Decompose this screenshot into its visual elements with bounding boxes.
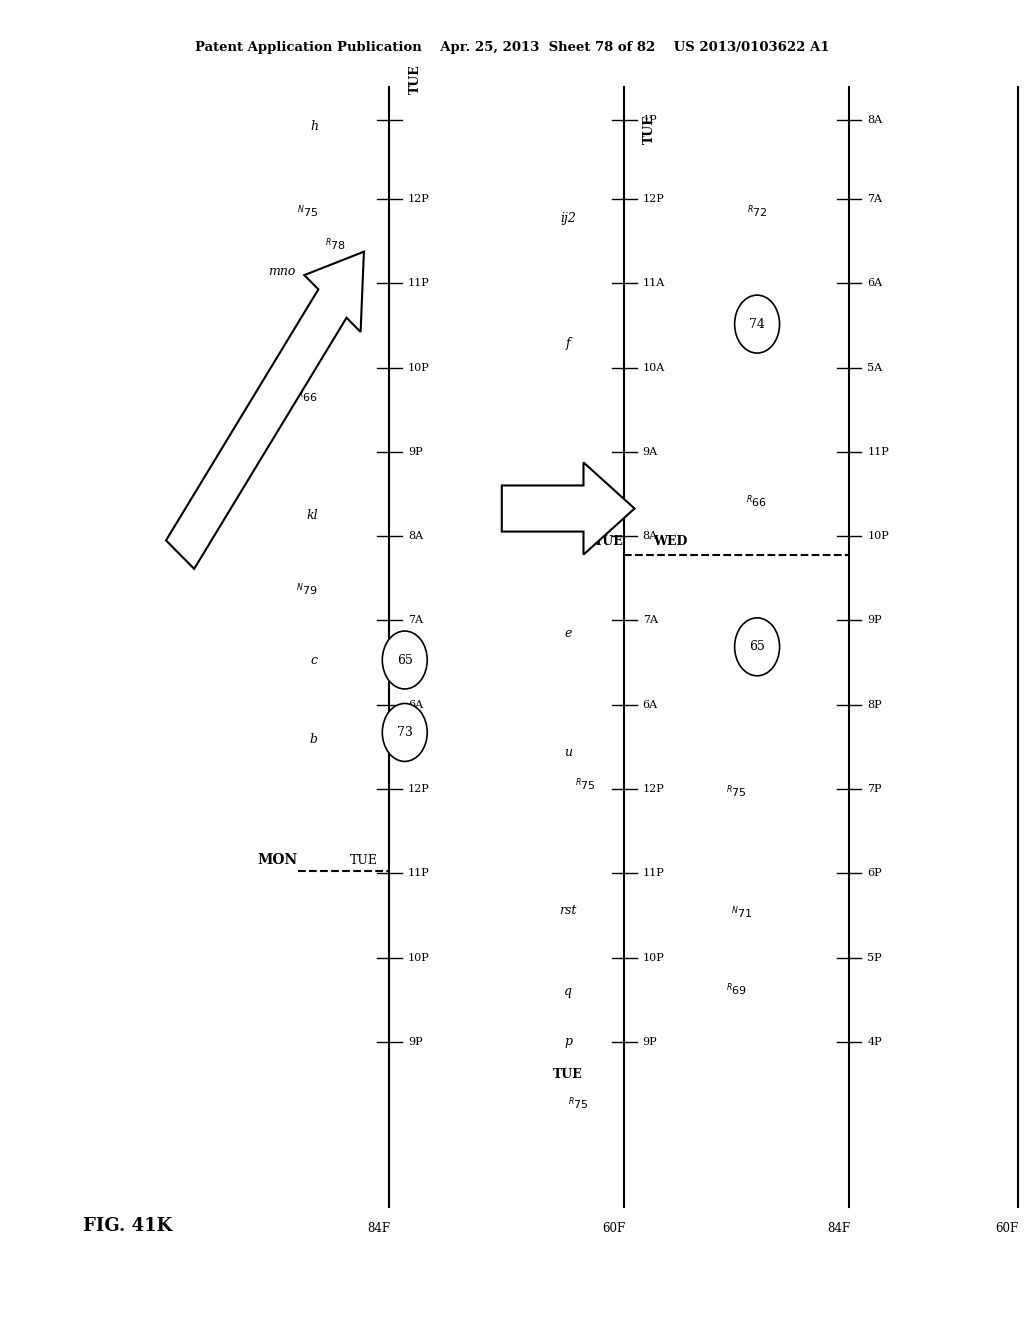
Text: 7A: 7A — [643, 615, 657, 626]
Text: rst: rst — [559, 904, 577, 917]
Text: 12P: 12P — [643, 784, 665, 795]
Text: 10P: 10P — [408, 363, 430, 372]
Text: 9P: 9P — [408, 447, 423, 457]
Text: 6A: 6A — [643, 700, 657, 710]
Text: $^R66$: $^R66$ — [746, 494, 768, 511]
Circle shape — [734, 618, 779, 676]
Text: p: p — [564, 1035, 572, 1048]
Text: x2: x2 — [303, 318, 318, 330]
Text: WED: WED — [653, 535, 687, 548]
Text: 9A: 9A — [643, 447, 657, 457]
Text: Patent Application Publication    Apr. 25, 2013  Sheet 78 of 82    US 2013/01036: Patent Application Publication Apr. 25, … — [195, 41, 829, 54]
Text: q: q — [564, 986, 572, 998]
Text: 12P: 12P — [408, 784, 430, 795]
Text: 6A: 6A — [867, 279, 883, 288]
Text: 10P: 10P — [867, 531, 889, 541]
Text: 11P: 11P — [408, 279, 430, 288]
Text: 10P: 10P — [408, 953, 430, 962]
Text: 11A: 11A — [643, 279, 665, 288]
Circle shape — [382, 631, 427, 689]
Text: $^N75$: $^N75$ — [297, 203, 318, 220]
Text: FIG. 41K: FIG. 41K — [83, 1217, 172, 1236]
Text: 7A: 7A — [867, 194, 883, 205]
Polygon shape — [166, 252, 364, 569]
Text: 9P: 9P — [643, 1038, 657, 1047]
Text: 5A: 5A — [867, 363, 883, 372]
Text: c: c — [311, 653, 318, 667]
Text: 9P: 9P — [408, 1038, 423, 1047]
Text: 84F: 84F — [368, 1222, 391, 1236]
Text: 84F: 84F — [827, 1222, 850, 1236]
Text: 10A: 10A — [643, 363, 665, 372]
Text: 10P: 10P — [643, 953, 665, 962]
Text: 4P: 4P — [867, 1038, 882, 1047]
Text: mno: mno — [268, 265, 296, 279]
Text: 8A: 8A — [408, 531, 423, 541]
Text: 8A: 8A — [643, 531, 657, 541]
Text: $^R75$: $^R75$ — [726, 784, 748, 800]
Text: e: e — [564, 627, 571, 640]
Text: 7P: 7P — [867, 784, 882, 795]
Text: $^N79$: $^N79$ — [296, 582, 318, 598]
Circle shape — [734, 296, 779, 352]
Text: TUE: TUE — [409, 63, 422, 94]
Text: 73: 73 — [397, 726, 413, 739]
Text: 12P: 12P — [643, 194, 665, 205]
Text: TUE: TUE — [350, 854, 378, 867]
Text: $^R66$: $^R66$ — [297, 388, 318, 405]
Text: u: u — [564, 746, 572, 759]
Text: TUE: TUE — [553, 1068, 583, 1081]
Text: TUE: TUE — [594, 535, 624, 548]
Text: 74: 74 — [750, 318, 765, 330]
Text: TUE: TUE — [643, 114, 656, 144]
Text: 9P: 9P — [867, 615, 882, 626]
Text: 6A: 6A — [408, 700, 423, 710]
Text: b: b — [310, 733, 318, 746]
Text: 6P: 6P — [867, 869, 882, 878]
Text: 60F: 60F — [995, 1222, 1019, 1236]
Text: $^R75$: $^R75$ — [568, 1096, 589, 1113]
Text: f: f — [566, 338, 570, 350]
Text: 8P: 8P — [867, 700, 882, 710]
Text: MON: MON — [257, 853, 297, 867]
Text: $^R72$: $^R72$ — [746, 203, 768, 220]
Text: ij2: ij2 — [560, 213, 577, 226]
Text: $^R78$: $^R78$ — [325, 236, 346, 253]
Text: 7A: 7A — [408, 615, 423, 626]
Text: 11P: 11P — [643, 869, 665, 878]
Text: x: x — [607, 495, 614, 508]
Text: 1P: 1P — [643, 115, 657, 125]
Text: $^R69$: $^R69$ — [726, 981, 748, 998]
Text: 60F: 60F — [602, 1222, 626, 1236]
Polygon shape — [502, 462, 635, 554]
Text: h: h — [310, 120, 318, 133]
Text: 8A: 8A — [867, 115, 883, 125]
Text: 11P: 11P — [408, 869, 430, 878]
Text: 65: 65 — [750, 640, 765, 653]
Text: $^R75$: $^R75$ — [575, 777, 596, 793]
Text: 11P: 11P — [867, 447, 889, 457]
Text: 5P: 5P — [867, 953, 882, 962]
Circle shape — [382, 704, 427, 762]
Text: 12P: 12P — [408, 194, 430, 205]
Text: 65: 65 — [397, 653, 413, 667]
Text: $^N71$: $^N71$ — [731, 904, 753, 921]
Text: kl: kl — [306, 508, 318, 521]
